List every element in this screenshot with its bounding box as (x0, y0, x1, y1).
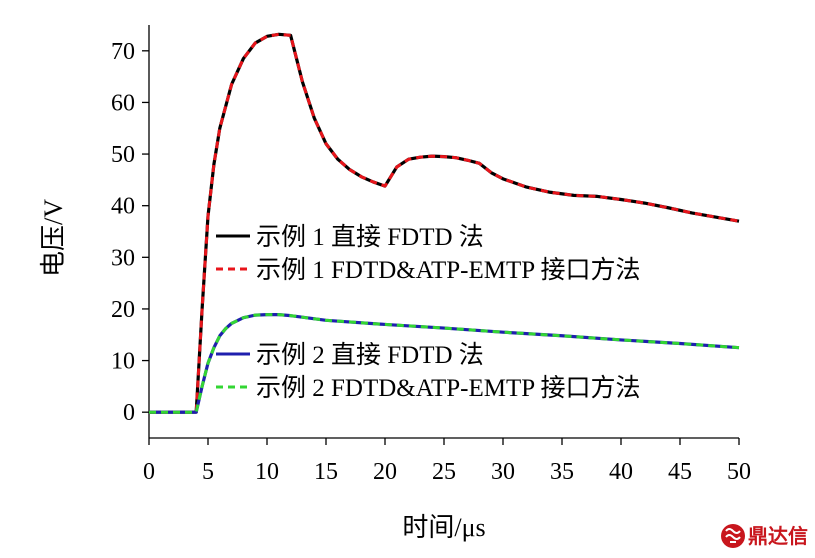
x-tick-label: 25 (432, 459, 456, 485)
y-tick-label: 60 (111, 90, 135, 116)
series-line-2 (149, 32, 740, 414)
legend-label-1: 示例 1 直接 FDTD 法 (256, 223, 484, 251)
x-tick-label: 30 (491, 459, 515, 485)
x-tick-label: 35 (550, 459, 574, 485)
series-layer (149, 32, 740, 414)
watermark: 鼎达信 (721, 524, 808, 548)
y-tick-label: 40 (111, 194, 135, 220)
y-tick-label: 30 (111, 245, 135, 271)
x-tick-label: 50 (727, 459, 751, 485)
y-tick-label: 10 (111, 349, 135, 375)
x-tick-label: 5 (202, 459, 214, 485)
chinese-seal-logo-icon (721, 524, 745, 548)
x-tick-label: 45 (668, 459, 692, 485)
x-tick-label: 40 (609, 459, 633, 485)
legend-label-4: 示例 2 FDTD&ATP-EMTP 接口方法 (256, 374, 641, 402)
y-tick-label: 50 (111, 142, 135, 168)
watermark-text: 鼎达信 (748, 524, 808, 548)
y-tick-label: 0 (123, 400, 135, 426)
legend-label-2: 示例 1 FDTD&ATP-EMTP 接口方法 (256, 256, 641, 284)
legend: 示例 1 直接 FDTD 法示例 1 FDTD&ATP-EMTP 接口方法示例 … (216, 223, 641, 402)
x-tick-label: 0 (143, 459, 155, 485)
x-ticks: 0 5 10 15 20 25 30 35 40 45 50 (143, 438, 751, 485)
y-axis-title: 电压/V (39, 199, 68, 277)
series-line-4 (149, 313, 740, 414)
y-tick-label: 70 (111, 39, 135, 65)
y-tick-label: 20 (111, 297, 135, 323)
x-axis-title: 时间/μs (402, 513, 485, 542)
x-tick-label: 20 (373, 459, 397, 485)
x-tick-label: 15 (314, 459, 338, 485)
legend-label-3: 示例 2 直接 FDTD 法 (256, 341, 484, 369)
y-ticks: 0 10 20 30 40 50 60 70 (111, 39, 149, 426)
x-tick-label: 10 (255, 459, 279, 485)
